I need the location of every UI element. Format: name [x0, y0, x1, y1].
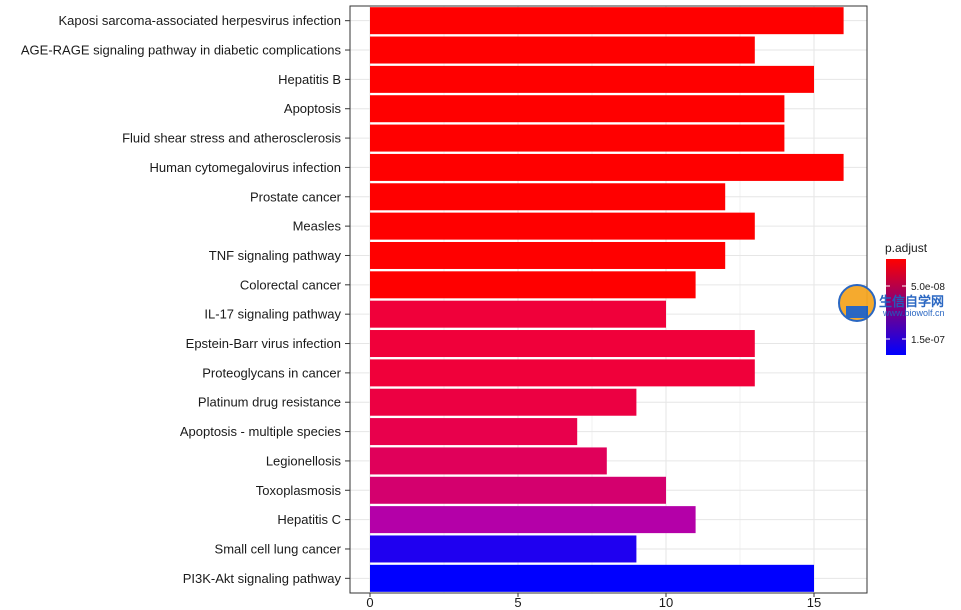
- bar: [370, 212, 755, 240]
- bar: [370, 564, 814, 592]
- y-tick-label: Apoptosis - multiple species: [180, 424, 342, 439]
- bar: [370, 271, 696, 299]
- bar: [370, 535, 637, 563]
- bar: [370, 241, 726, 269]
- y-tick-label: Legionellosis: [266, 453, 342, 468]
- y-tick-label: Fluid shear stress and atherosclerosis: [122, 131, 341, 146]
- y-axis-labels: Kaposi sarcoma-associated herpesvirus in…: [21, 13, 350, 586]
- watermark-book-icon: [846, 306, 868, 318]
- bar: [370, 506, 696, 534]
- bar: [370, 300, 666, 328]
- y-tick-label: PI3K-Akt signaling pathway: [183, 571, 342, 586]
- bar: [370, 183, 726, 211]
- y-tick-label: IL-17 signaling pathway: [204, 307, 341, 322]
- grid-lines: [350, 6, 867, 593]
- bar: [370, 65, 814, 93]
- y-tick-label: Measles: [293, 219, 342, 234]
- bars: [370, 7, 844, 592]
- y-tick-label: Colorectal cancer: [240, 277, 342, 292]
- bar: [370, 447, 607, 475]
- legend-title: p.adjust: [885, 241, 928, 255]
- bar: [370, 388, 637, 416]
- bar: [370, 124, 785, 152]
- y-tick-label: Hepatitis C: [277, 512, 341, 527]
- legend-label: 1.5e-07: [911, 335, 945, 346]
- y-tick-label: Prostate cancer: [250, 189, 342, 204]
- y-tick-label: TNF signaling pathway: [209, 248, 342, 263]
- y-tick-label: AGE-RAGE signaling pathway in diabetic c…: [21, 43, 342, 58]
- y-tick-label: Proteoglycans in cancer: [202, 365, 341, 380]
- y-tick-label: Epstein-Barr virus infection: [186, 336, 341, 351]
- y-tick-label: Hepatitis B: [278, 72, 341, 87]
- bar: [370, 95, 785, 123]
- y-tick-label: Kaposi sarcoma-associated herpesvirus in…: [58, 13, 341, 28]
- x-tick-label: 0: [366, 595, 373, 610]
- bar: [370, 476, 666, 504]
- bar: [370, 418, 578, 446]
- bar: [370, 7, 844, 35]
- bar: [370, 153, 844, 181]
- y-tick-label: Toxoplasmosis: [256, 483, 342, 498]
- y-tick-label: Platinum drug resistance: [198, 395, 341, 410]
- watermark-url: www.biowolf.cn: [882, 308, 945, 318]
- legend-colorbar: [886, 259, 906, 355]
- watermark-title: 生信自学网: [879, 294, 944, 309]
- legend-label: 5.0e-08: [911, 282, 945, 293]
- x-tick-label: 5: [514, 595, 521, 610]
- bar: [370, 330, 755, 358]
- x-tick-label: 10: [659, 595, 673, 610]
- x-tick-label: 15: [807, 595, 821, 610]
- bar: [370, 36, 755, 64]
- watermark-logo: 生信自学网 www.biowolf.cn: [838, 284, 945, 322]
- plot-panel-border: [349, 5, 868, 594]
- y-tick-label: Small cell lung cancer: [215, 541, 342, 556]
- color-legend: p.adjust 5.0e-08 1.5e-07: [885, 241, 945, 355]
- x-axis: 0 5 10 15: [366, 593, 821, 610]
- y-tick-label: Apoptosis: [284, 101, 342, 116]
- bar: [370, 359, 755, 387]
- y-tick-label: Human cytomegalovirus infection: [150, 160, 341, 175]
